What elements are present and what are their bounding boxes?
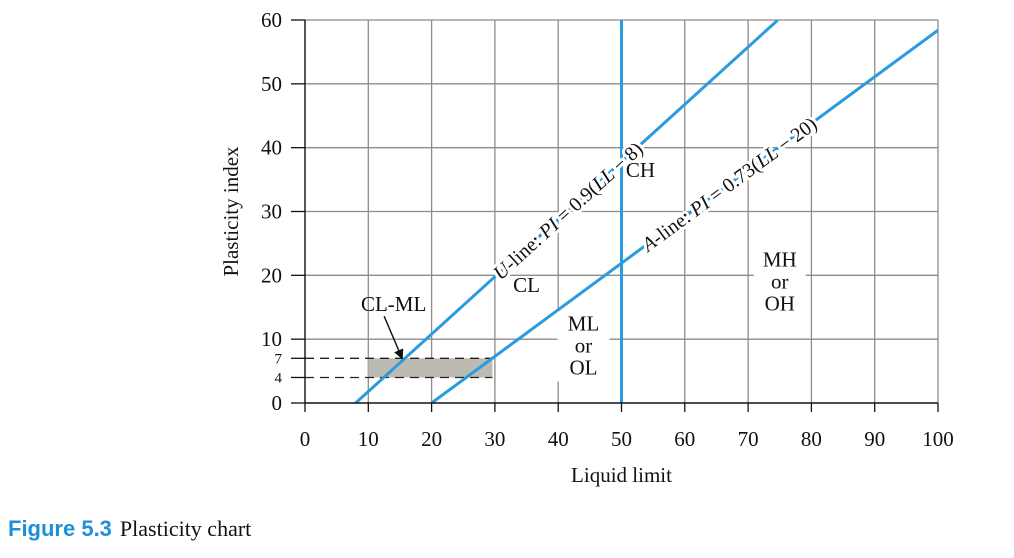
cl-ml-pointer-arrow xyxy=(383,315,404,360)
region-label-bg xyxy=(753,247,806,318)
x-tick-label: 100 xyxy=(922,427,954,451)
region-label-line: or xyxy=(771,270,789,294)
figure-caption: Figure 5.3 Plasticity chart xyxy=(8,516,251,542)
x-tick-label: 60 xyxy=(674,427,695,451)
y-tick-label: 20 xyxy=(261,263,282,287)
labels: U-line: PI = 0.9(LL − 8)A-line: PI = 0.7… xyxy=(361,110,824,382)
y-axis-title: Plasticity index xyxy=(219,146,243,277)
region-label-ch: CH xyxy=(626,158,655,182)
plasticity-chart: 0 10 20 30 40 50 60 70 80 90 100 0 10 20 30 40 50 60 4 7 Liq… xyxy=(219,8,954,487)
y-tick-label: 50 xyxy=(261,72,282,96)
y-tick-label: 40 xyxy=(261,136,282,160)
region-label-line: OL xyxy=(570,356,598,380)
x-tick-label: 10 xyxy=(358,427,379,451)
region-label-line: or xyxy=(575,334,593,358)
x-tick-label: 30 xyxy=(484,427,505,451)
region-label-line: OH xyxy=(765,292,795,316)
series-lines xyxy=(354,20,938,403)
x-axis-title: Liquid limit xyxy=(571,463,672,487)
figure-title: Plasticity chart xyxy=(119,516,252,541)
x-tick-label: 40 xyxy=(548,427,569,451)
region-label-bg xyxy=(557,311,610,382)
a-line-label: A-line: PI = 0.73(LL − 20) xyxy=(636,113,821,257)
y-tick-label: 60 xyxy=(261,8,282,32)
x-tick-label: 0 xyxy=(300,427,311,451)
region-label-line: MH xyxy=(763,248,797,272)
x-tick-label: 90 xyxy=(864,427,885,451)
region-label-cl: CL xyxy=(513,273,540,297)
region-label-line: CH xyxy=(626,158,655,182)
region-label-cl-ml: CL-ML xyxy=(361,292,426,316)
x-tick-label: 20 xyxy=(421,427,442,451)
x-tick-label: 80 xyxy=(801,427,822,451)
x-tick-label: 50 xyxy=(611,427,632,451)
cl-ml-zone xyxy=(305,357,493,379)
a-line xyxy=(430,29,938,403)
axes: 0 10 20 30 40 50 60 70 80 90 100 0 10 20 30 40 50 60 4 7 Liq… xyxy=(219,8,954,487)
u-line xyxy=(354,20,779,403)
region-label-line: CL-ML xyxy=(361,292,426,316)
region-label-line: ML xyxy=(568,312,600,336)
y-minor-tick-label: 7 xyxy=(275,351,283,367)
x-tick-label: 70 xyxy=(738,427,759,451)
region-label-line: CL xyxy=(513,273,540,297)
y-tick-label: 0 xyxy=(272,391,283,415)
y-tick-label: 30 xyxy=(261,200,282,224)
y-minor-tick-label: 4 xyxy=(275,370,283,386)
y-tick-label: 10 xyxy=(261,327,282,351)
figure-number: Figure 5.3 xyxy=(8,516,112,541)
